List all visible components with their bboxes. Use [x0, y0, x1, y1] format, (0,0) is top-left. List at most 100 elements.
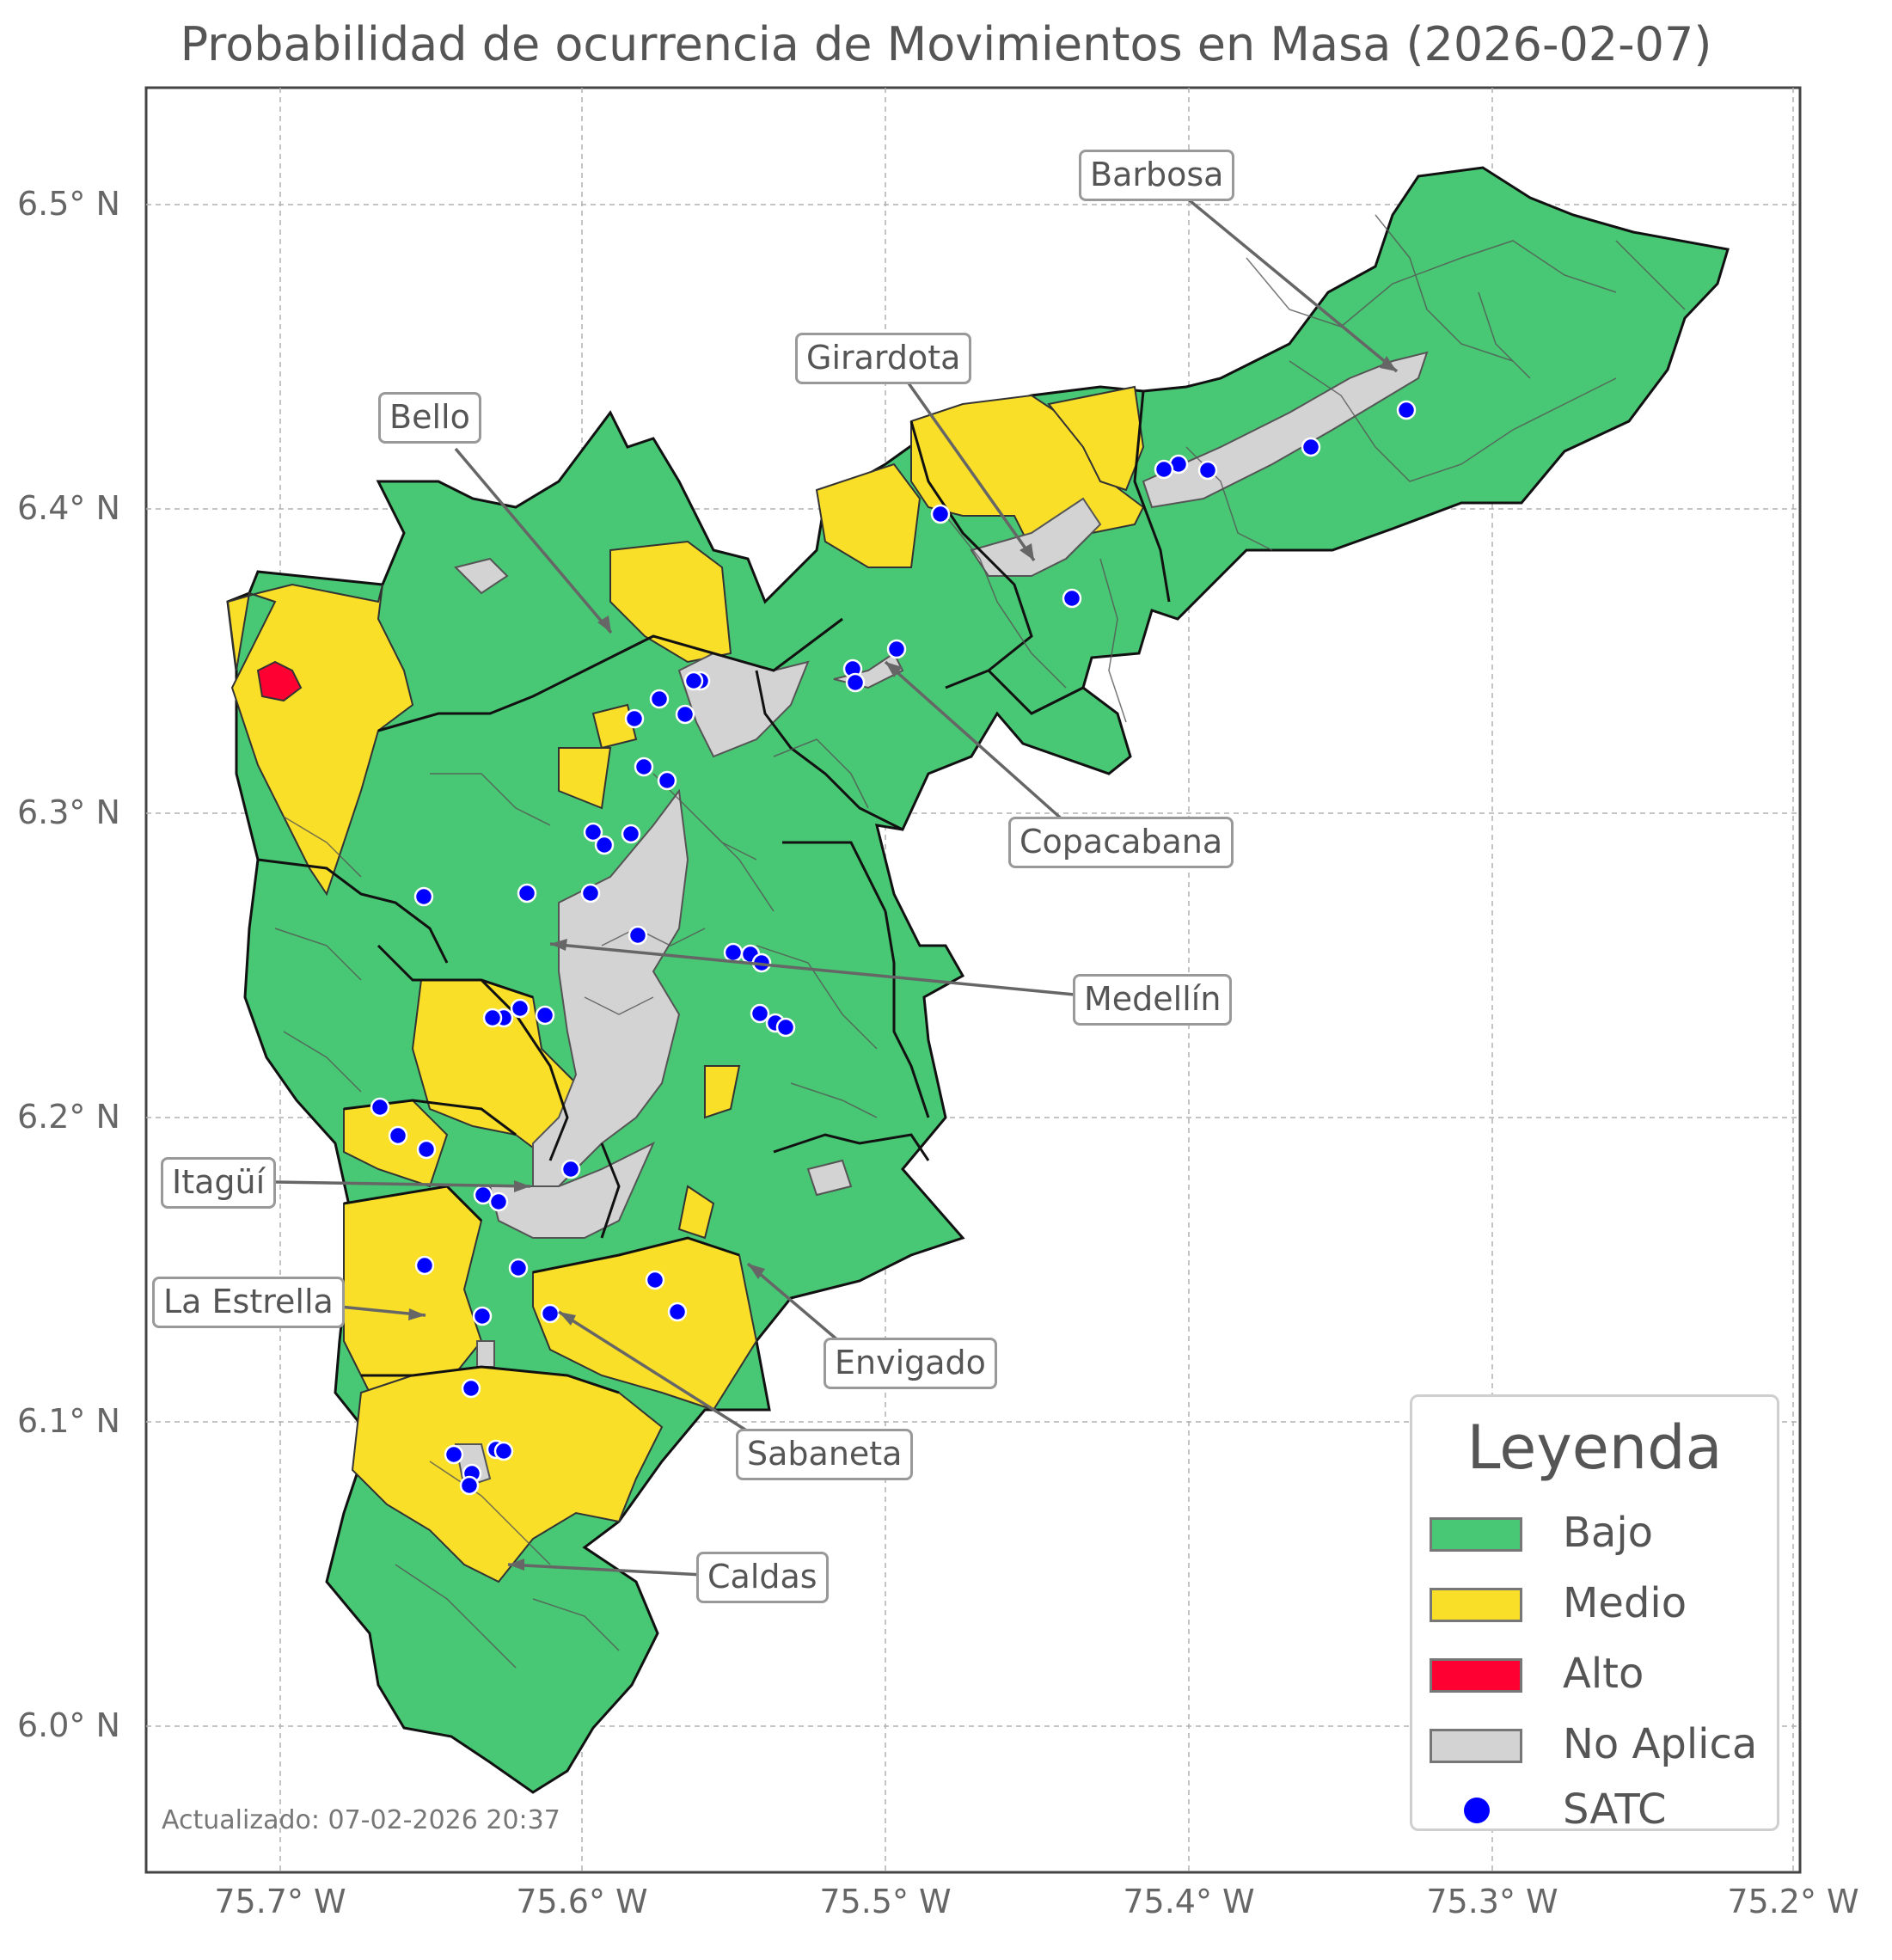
callout-envigado: Envigado [824, 1338, 997, 1389]
region-medio-la-estrella [343, 1185, 483, 1393]
satc-station [459, 1475, 480, 1496]
region-medio-barbosa-w [1047, 385, 1145, 492]
region-medio-medellin-s [704, 1065, 741, 1119]
satc-station [540, 1303, 560, 1324]
x-tick-label: 75.5° W [819, 1883, 952, 1920]
legend-item-bajo: Bajo [1430, 1509, 1773, 1560]
callout-girardota: Girardota [795, 333, 972, 384]
satc-station [1301, 437, 1321, 457]
satc-station [416, 1139, 437, 1160]
callout-caldas: Caldas [696, 1552, 829, 1603]
callout-arrows [274, 196, 1399, 1577]
satc-station [508, 1258, 529, 1278]
callout-la-estrella: La Estrella [152, 1277, 345, 1328]
callout-itagui: Itagüí [161, 1157, 277, 1209]
legend-label: SATC [1563, 1785, 1667, 1834]
legend-item-satc: SATC [1430, 1785, 1773, 1837]
satc-station [583, 822, 603, 842]
callout-arrowheads [408, 356, 1397, 1571]
satc-station [517, 883, 537, 903]
satc-station [1396, 400, 1417, 420]
satc-station [535, 1005, 555, 1026]
x-tick-label: 75.7° W [214, 1883, 346, 1920]
satc-station [675, 704, 695, 725]
satc-station [1197, 460, 1218, 481]
internal-boundaries [274, 214, 1686, 1669]
satc-station [930, 504, 951, 524]
legend-swatch-no-aplica [1430, 1729, 1522, 1763]
map-legend: Leyenda Bajo Medio Alto No Aplica SATC [1410, 1394, 1779, 1834]
x-tick-label: 75.3° W [1426, 1883, 1558, 1920]
callout-medellin: Medellín [1073, 974, 1233, 1026]
legend-swatch-bajo [1430, 1517, 1522, 1552]
municipality-boundaries [257, 390, 1171, 1394]
satc-station [461, 1378, 481, 1399]
satc-station [621, 824, 641, 844]
x-tick-label: 75.6° W [516, 1883, 648, 1920]
satc-station [845, 672, 866, 693]
satc-station [560, 1159, 581, 1179]
callout-copacabana: Copacabana [1008, 817, 1234, 868]
satc-station [683, 671, 704, 691]
legend-marker-satc [1464, 1798, 1490, 1823]
satc-station [580, 883, 601, 903]
y-tick-label: 6.1° N [17, 1402, 120, 1440]
satc-station [657, 770, 677, 791]
x-tick-label: 75.2° W [1727, 1883, 1859, 1920]
satc-station [370, 1097, 390, 1118]
satc-station [1154, 459, 1174, 480]
x-tick-label: 75.4° W [1123, 1883, 1255, 1920]
urban-girardota [970, 497, 1102, 577]
satc-station [624, 708, 645, 729]
satc-station [482, 1008, 503, 1028]
satc-station [388, 1125, 408, 1146]
satc-station [750, 1003, 770, 1024]
satc-station [628, 925, 648, 946]
legend-title: Leyenda [1466, 1412, 1723, 1483]
y-tick-label: 6.2° N [17, 1098, 120, 1136]
legend-swatch-medio [1430, 1588, 1522, 1622]
y-tick-label: 6.5° N [17, 185, 120, 223]
satc-station [510, 998, 530, 1019]
region-medio-copacabana-w [815, 462, 922, 568]
satc-station [645, 1270, 665, 1290]
legend-item-medio: Medio [1430, 1579, 1773, 1631]
satc-stations [370, 400, 1417, 1496]
legend-label: No Aplica [1563, 1720, 1758, 1768]
urban-la-estrella [476, 1340, 495, 1368]
region-alto [256, 660, 303, 702]
legend-item-no-aplica: No Aplica [1430, 1720, 1773, 1772]
legend-label: Bajo [1563, 1509, 1654, 1557]
satc-station [886, 639, 907, 659]
satc-station [667, 1302, 688, 1322]
satc-station [488, 1191, 509, 1212]
legend-item-alto: Alto [1430, 1650, 1773, 1701]
updated-timestamp: Actualizado: 07-02-2026 20:37 [162, 1805, 560, 1835]
map-title: Probabilidad de ocurrencia de Movimiento… [180, 17, 1712, 71]
satc-station [493, 1441, 514, 1461]
satc-station [723, 942, 744, 963]
satc-station [414, 1255, 435, 1276]
urban-envigado-e [806, 1159, 853, 1197]
satc-station [413, 886, 434, 907]
callout-barbosa: Barbosa [1079, 150, 1235, 201]
y-tick-label: 6.4° N [17, 489, 120, 527]
callout-sabaneta: Sabaneta [736, 1429, 914, 1480]
y-tick-label: 6.0° N [17, 1706, 120, 1744]
satc-station [1062, 588, 1082, 609]
satc-station [634, 756, 654, 777]
satc-station [444, 1444, 464, 1465]
satc-station [775, 1017, 796, 1038]
satc-station [649, 689, 670, 709]
satc-station [472, 1306, 493, 1326]
region-medio-bello-small1 [558, 747, 612, 810]
legend-swatch-alto [1430, 1658, 1522, 1693]
legend-label: Alto [1563, 1650, 1644, 1698]
legend-label: Medio [1563, 1579, 1687, 1627]
urban-bello-west [454, 557, 509, 595]
callout-bello: Bello [378, 392, 481, 444]
region-medio-envigado-w [677, 1185, 715, 1240]
y-tick-label: 6.3° N [17, 793, 120, 831]
urban-medellin [532, 788, 689, 1187]
